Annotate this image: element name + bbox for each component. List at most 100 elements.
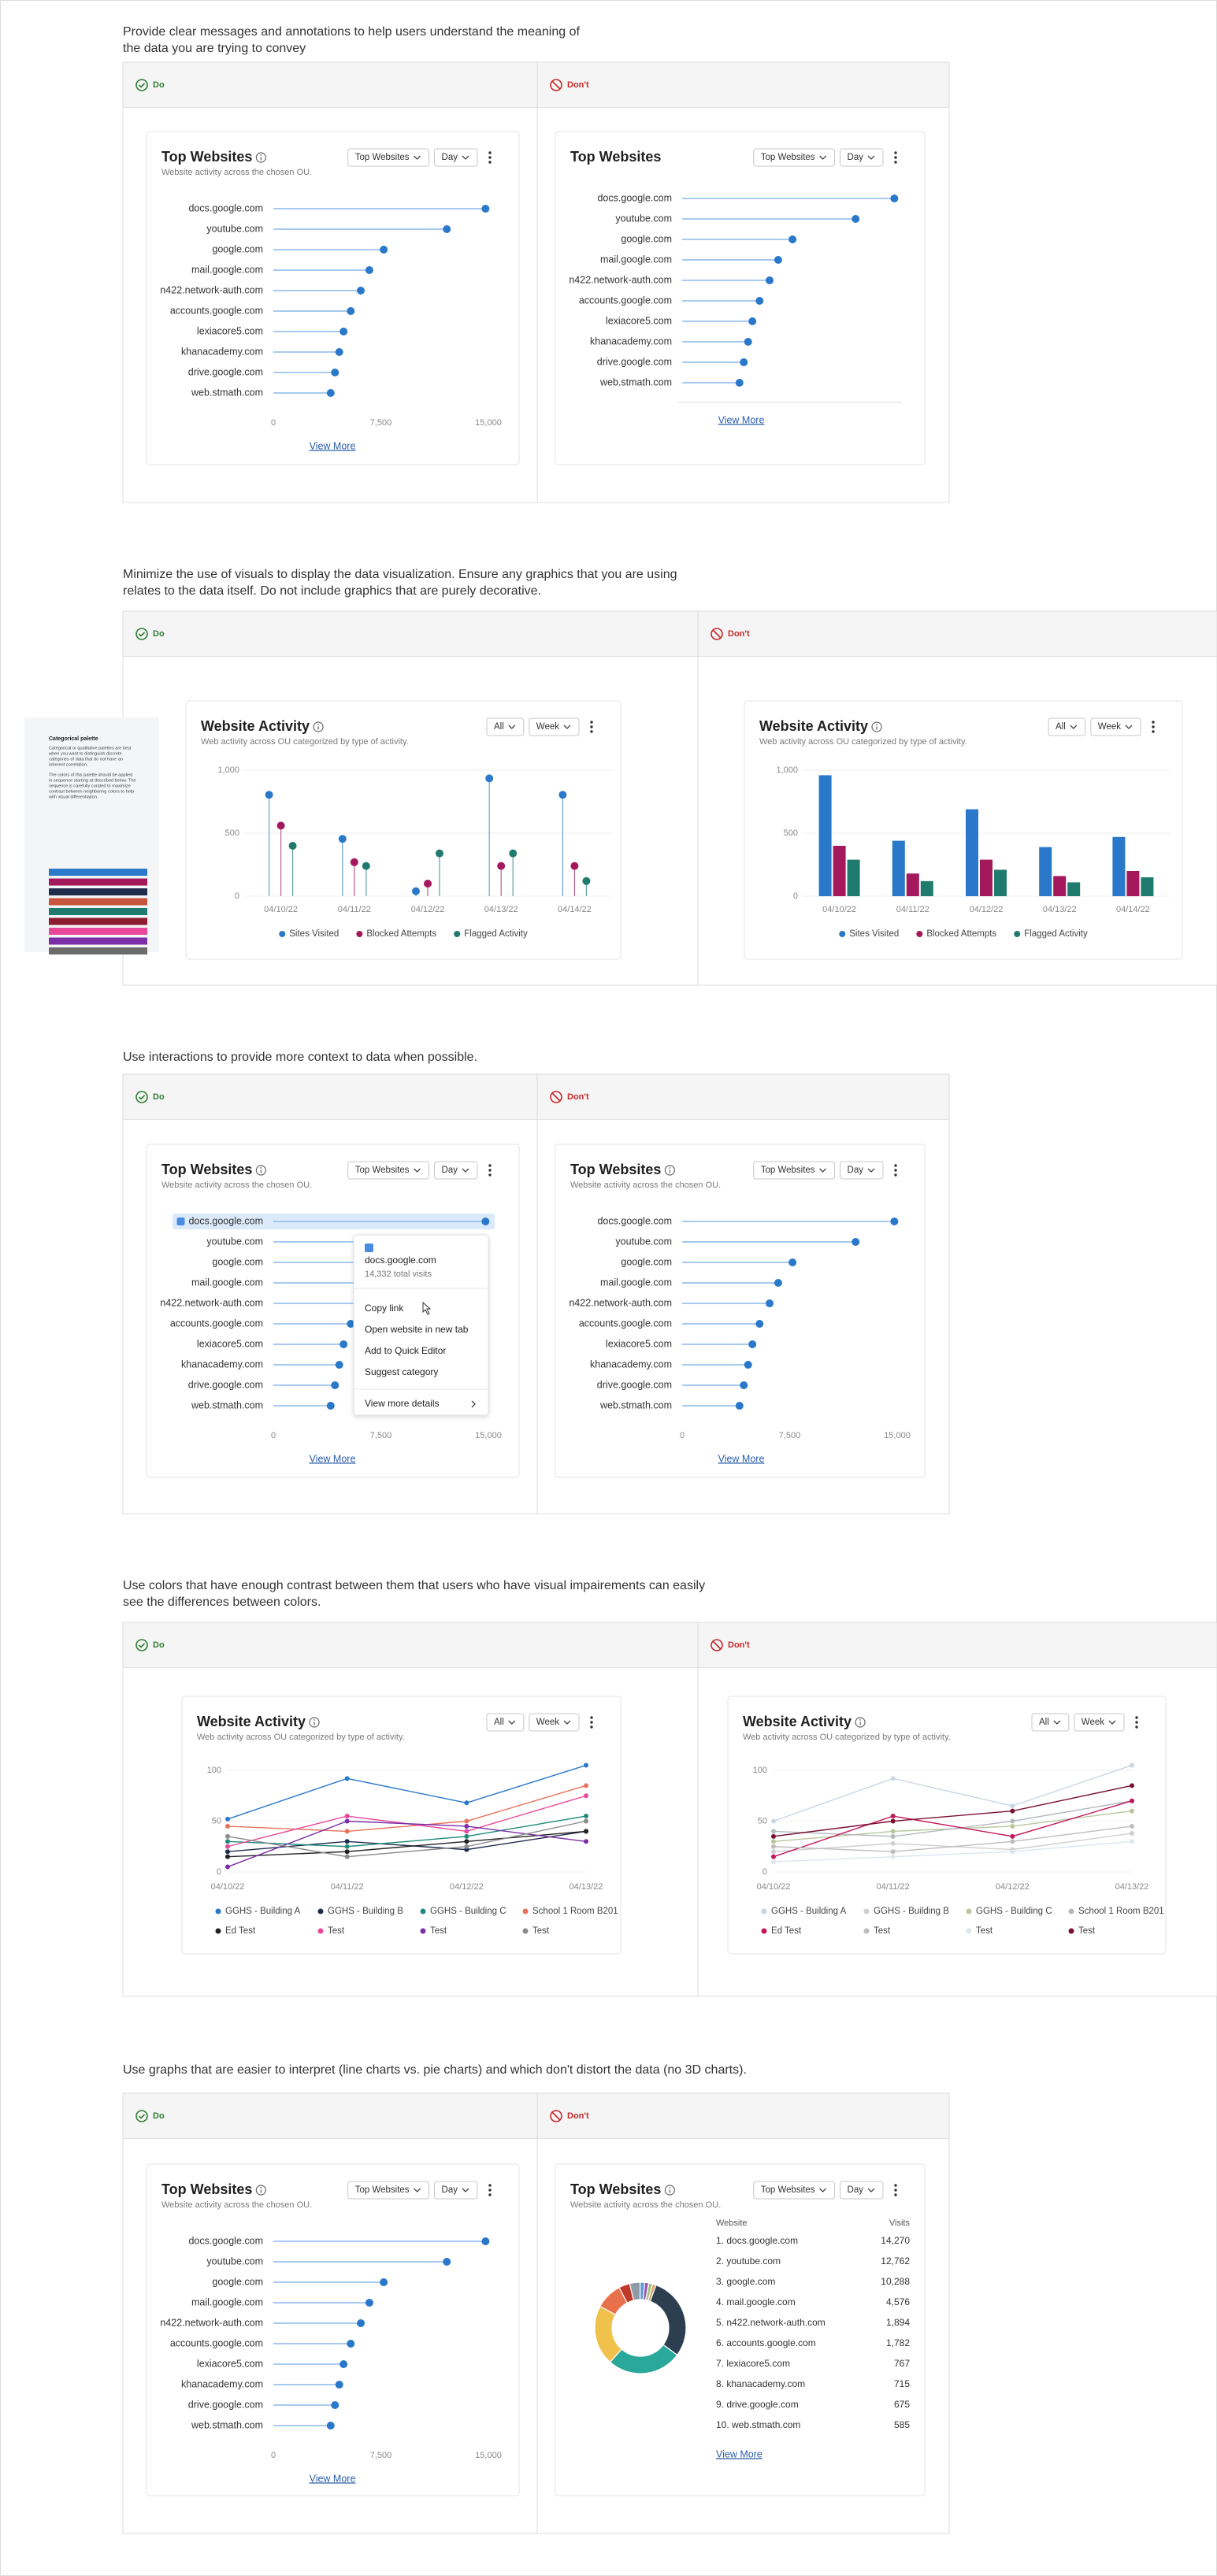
view-more-link[interactable]: View More — [310, 440, 356, 451]
kebab-menu[interactable] — [1152, 721, 1155, 733]
legend-item: Ed Test — [761, 1926, 802, 1936]
y-tick-label: 500 — [784, 828, 798, 838]
legend-label: Sites Visited — [849, 929, 899, 939]
series-line — [773, 1825, 1133, 1852]
series-dot — [1130, 1762, 1134, 1768]
row-label: khanacademy.com — [181, 2378, 263, 2389]
dropdown[interactable]: Day — [840, 148, 884, 167]
dropdown[interactable]: All — [1031, 1713, 1070, 1732]
dropdown[interactable]: Week — [529, 1713, 580, 1732]
row-label: accounts.google.com — [170, 1318, 263, 1329]
kebab-menu[interactable] — [894, 151, 897, 164]
menu-item[interactable]: Suggest category — [365, 1366, 438, 1377]
view-more-link[interactable]: View More — [718, 414, 765, 425]
stem-dot — [338, 835, 347, 843]
bar — [966, 809, 978, 896]
x-tick-label: 7,500 — [370, 418, 392, 428]
kebab-menu[interactable] — [590, 1716, 593, 1729]
menu-item[interactable]: Copy link — [365, 1303, 404, 1314]
lollipop-dot — [331, 369, 339, 376]
dropdown[interactable]: All — [486, 1713, 525, 1732]
dropdown-chevron — [819, 1168, 827, 1173]
menu-item[interactable]: Open website in new tab — [365, 1324, 469, 1335]
view-more-link[interactable]: View More — [718, 1453, 765, 1464]
dropdown-label: All — [1039, 1718, 1049, 1727]
view-more-link[interactable]: View More — [310, 2473, 356, 2484]
legend-swatch — [966, 1928, 972, 1934]
row-label: khanacademy.com — [181, 1358, 263, 1370]
legend-swatch — [215, 1928, 221, 1934]
x-tick-label: 15,000 — [884, 1431, 911, 1440]
legend-item: School 1 Room B201 — [522, 1907, 618, 1916]
view-more-link[interactable]: View More — [310, 1453, 356, 1464]
lollipop-dot — [335, 348, 343, 356]
kebab-dot — [590, 1721, 593, 1724]
dropdown[interactable]: Top Websites — [347, 2181, 430, 2200]
dropdown[interactable]: Top Websites — [753, 2181, 836, 2200]
legend-item: Blocked Attempts — [356, 929, 436, 939]
dropdown[interactable]: Week — [529, 717, 580, 736]
dont-icon — [550, 79, 562, 91]
context-menu: docs.google.com 14,332 total visits Copy l… — [353, 1234, 489, 1416]
palette-swatch — [49, 947, 147, 954]
dropdown[interactable]: All — [486, 717, 525, 736]
kebab-dot — [488, 156, 492, 159]
menu-item[interactable]: Add to Quick Editor — [365, 1345, 446, 1356]
card-title: Top Websites — [161, 2181, 252, 2197]
dropdown[interactable]: Week — [1074, 1713, 1125, 1732]
palette-swatch — [49, 908, 147, 915]
kebab-menu[interactable] — [1135, 1716, 1138, 1729]
dropdown-label: Top Websites — [355, 1166, 410, 1175]
kebab-dot — [488, 151, 492, 154]
dropdown[interactable]: Day — [840, 1161, 884, 1180]
lollipop-dot — [788, 1258, 797, 1266]
dropdown-box — [347, 148, 430, 167]
bar — [833, 846, 846, 896]
row-label: mail.google.com — [600, 1277, 672, 1288]
dropdown-label: All — [1056, 722, 1066, 732]
row-label: accounts.google.com — [579, 295, 672, 306]
series-dot — [890, 1833, 896, 1839]
dropdown[interactable]: All — [1048, 717, 1086, 736]
x-tick-label: 7,500 — [370, 1431, 392, 1440]
series-dot — [1130, 1798, 1134, 1803]
menu-item[interactable]: View more details — [365, 1398, 476, 1409]
kebab-menu[interactable] — [488, 151, 492, 164]
dropdown[interactable]: Day — [840, 2181, 884, 2200]
kebab-menu[interactable] — [488, 2184, 492, 2196]
table-site: 4. mail.google.com — [716, 2296, 796, 2307]
kebab-menu[interactable] — [488, 1164, 492, 1177]
row-label: n422.network-auth.com — [160, 1297, 263, 1308]
dropdown[interactable]: Top Websites — [347, 148, 430, 167]
dropdown[interactable]: Day — [434, 148, 478, 167]
card-frame — [555, 1143, 926, 1478]
legend-swatch — [420, 1928, 426, 1934]
kebab-menu[interactable] — [590, 721, 593, 733]
dropdown[interactable]: Top Websites — [753, 148, 836, 167]
x-tick-label: 0 — [271, 418, 276, 428]
legend-swatch — [522, 1908, 529, 1914]
card-subtitle: Web activity across OU categorized by ty… — [197, 1733, 405, 1742]
kebab-dot — [590, 1716, 593, 1719]
card-title: Website Activity — [197, 1714, 306, 1729]
kebab-dot — [894, 1173, 897, 1177]
dropdown[interactable]: Day — [434, 1161, 478, 1180]
row-label: khanacademy.com — [590, 1358, 672, 1370]
dropdown[interactable]: Top Websites — [753, 1161, 836, 1180]
do-text: Do — [153, 80, 165, 90]
dropdown-chevron — [508, 725, 516, 729]
kebab-menu[interactable] — [894, 2184, 897, 2196]
series-dot — [890, 1849, 896, 1855]
view-more-link[interactable]: View More — [716, 2448, 762, 2459]
row-label: drive.google.com — [597, 1379, 672, 1390]
dropdown[interactable]: Day — [434, 2181, 478, 2200]
x-tick-label: 15,000 — [475, 2451, 502, 2460]
dropdown[interactable]: Week — [1090, 717, 1141, 736]
dropdown[interactable]: Top Websites — [347, 1161, 430, 1180]
chart-card: Website Activity Web activity across OU c… — [185, 700, 621, 960]
row-label: n422.network-auth.com — [569, 274, 672, 285]
kebab-menu[interactable] — [894, 1164, 897, 1177]
lollipop-dot — [740, 1381, 748, 1389]
